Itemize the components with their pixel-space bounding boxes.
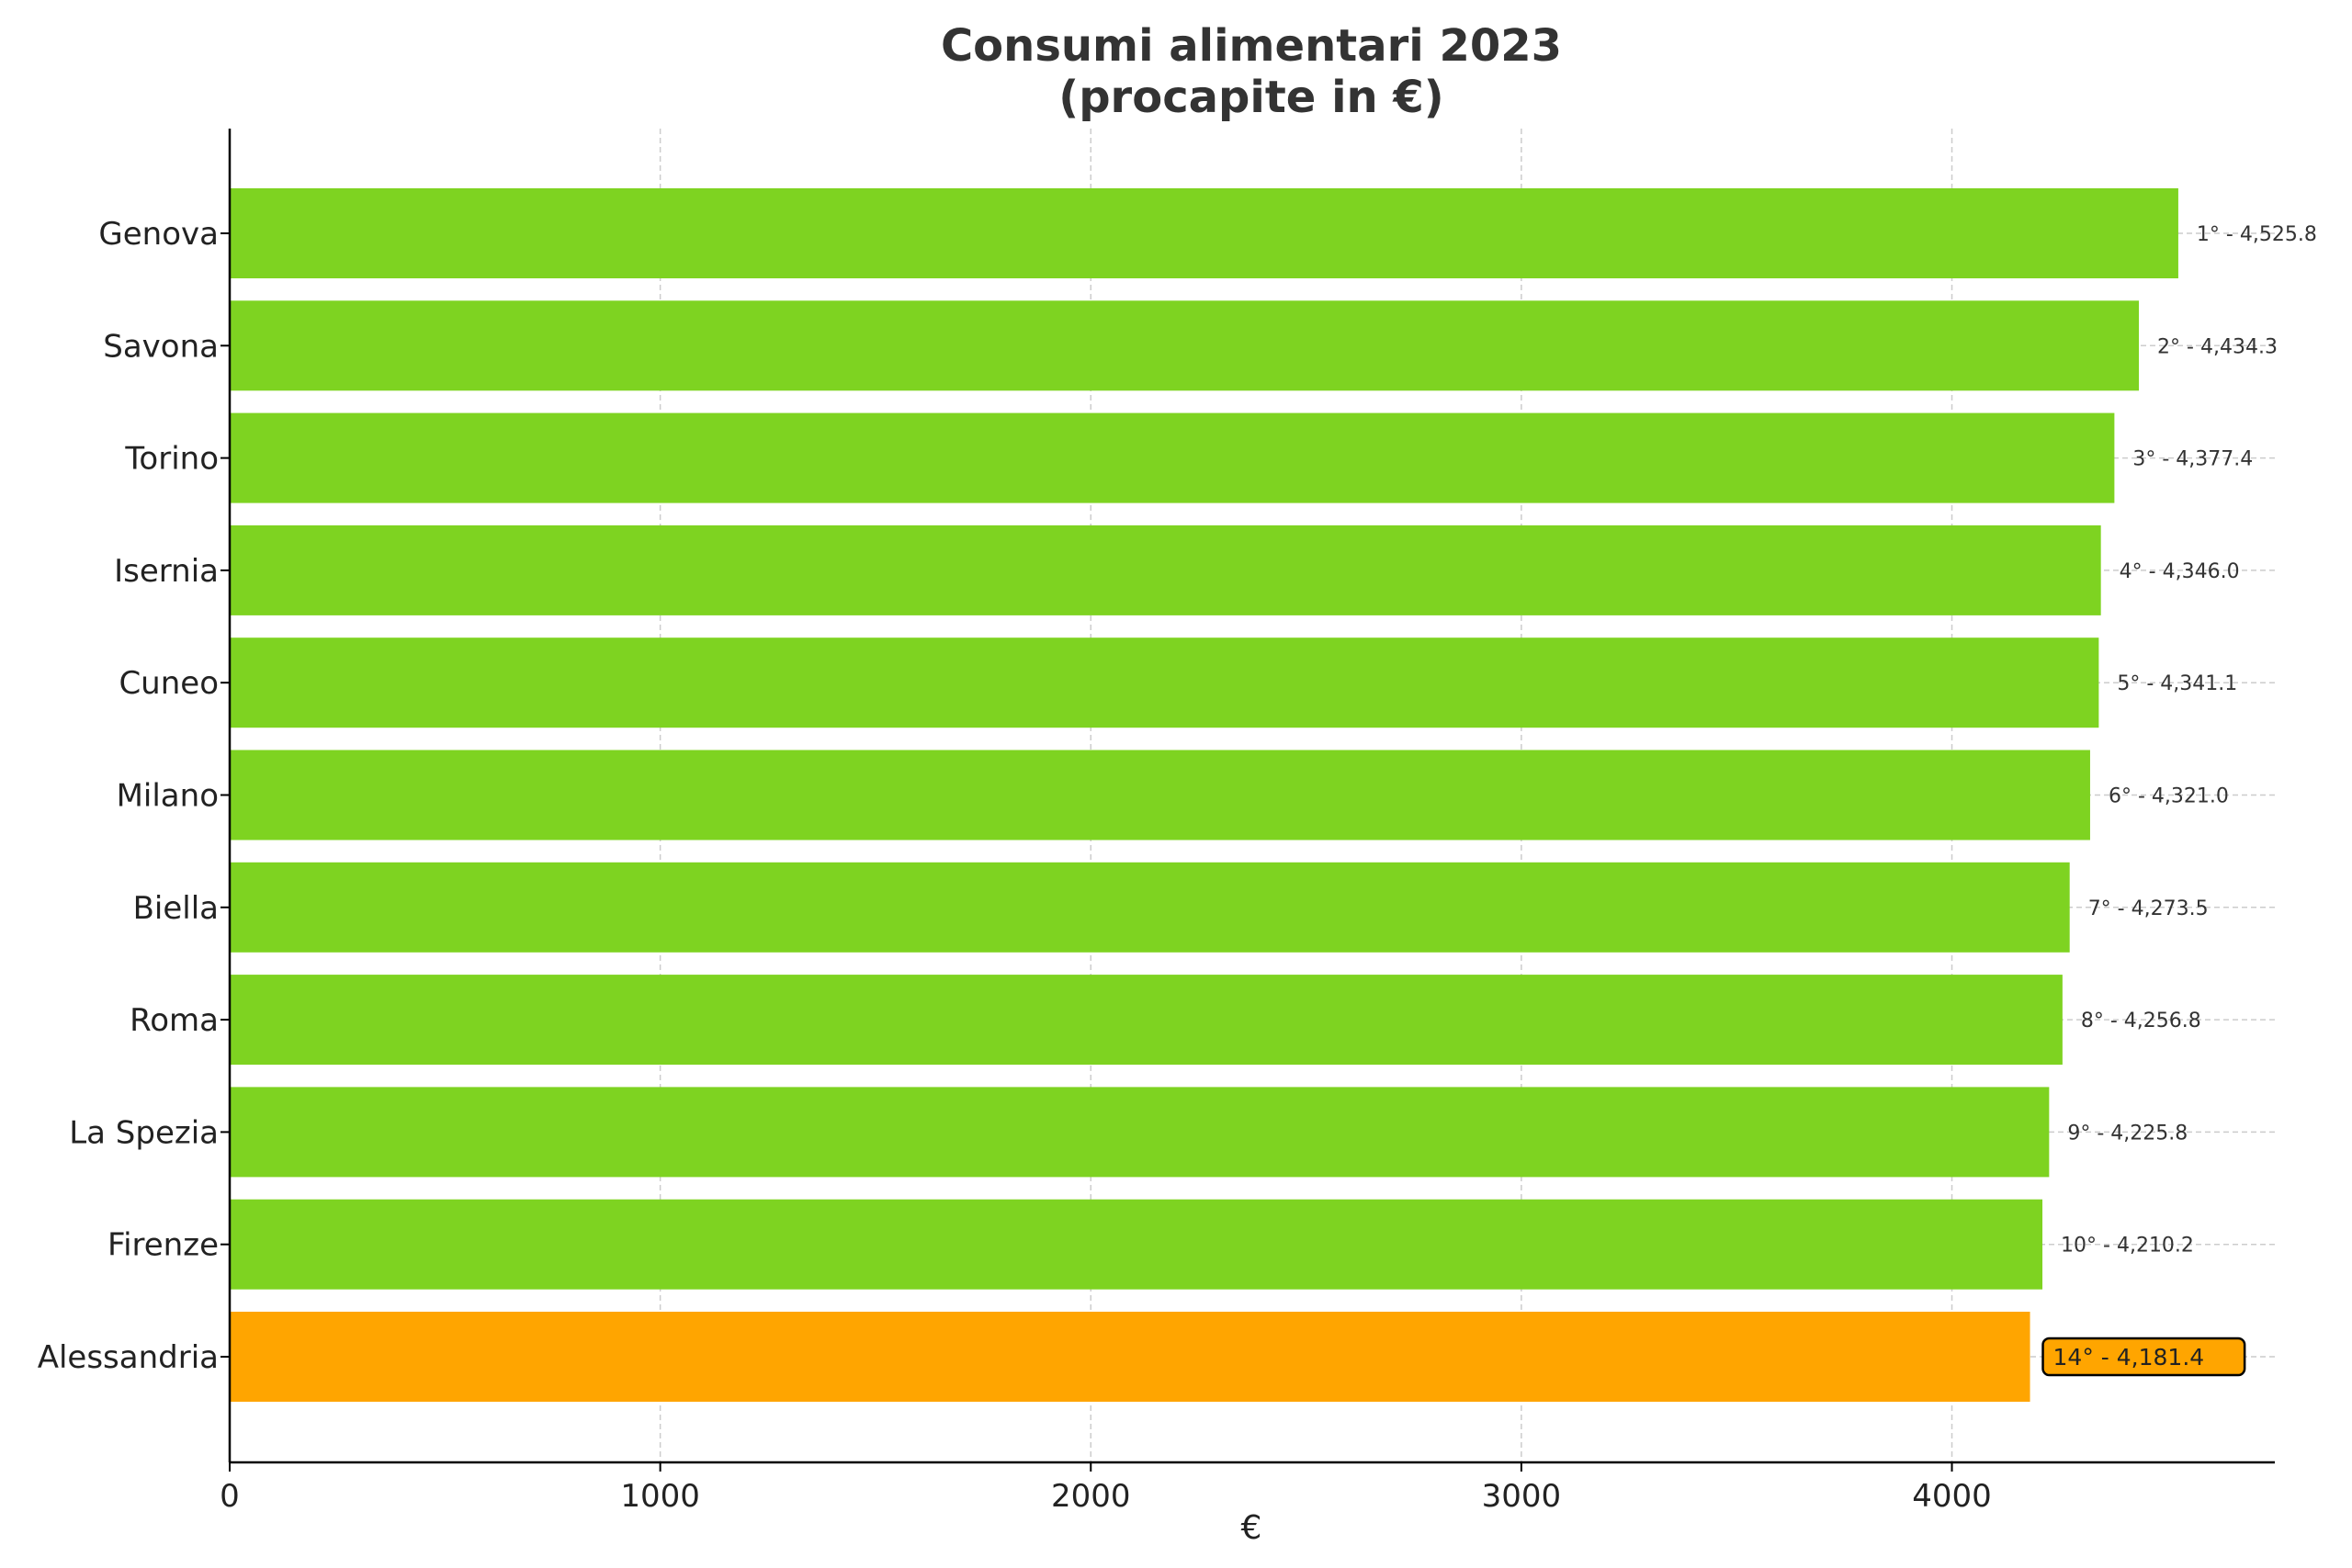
data-label: 1° - 4,525.8 [2197, 223, 2317, 246]
x-tick-label: 4000 [1912, 1478, 1992, 1515]
data-label: 9° - 4,225.8 [2067, 1122, 2188, 1145]
bar [230, 188, 2178, 278]
y-tick-label: Savona [103, 328, 219, 365]
data-label: 5° - 4,341.1 [2117, 672, 2237, 695]
y-tick-label: La Spezia [69, 1114, 219, 1151]
data-label-box [2041, 1337, 2246, 1377]
chart-title: Consumi alimentari 2023 [941, 20, 1562, 72]
x-tick-label: 1000 [620, 1478, 700, 1515]
data-label: 6° - 4,321.0 [2109, 785, 2229, 808]
data-label: 14° - 4,181.4 [2053, 1344, 2205, 1371]
bars: 1° - 4,525.8 2° - 4,434.3 3° - 4,377.4 4° -… [230, 188, 2317, 1402]
x-tick-labels: 0 1000 2000 3000 4000 [220, 1462, 1992, 1515]
data-label: 10° - 4,210.2 [2061, 1235, 2194, 1258]
data-label: 8° - 4,256.8 [2081, 1010, 2201, 1032]
bar [230, 412, 2115, 503]
y-tick-label: Roma [130, 1002, 219, 1039]
bar [230, 525, 2101, 615]
y-tick-label: Isernia [114, 553, 219, 590]
x-tick-label: 3000 [1482, 1478, 1562, 1515]
chart-subtitle: (procapite in €) [1058, 72, 1443, 123]
y-tick-label: Firenze [107, 1227, 219, 1264]
data-label: 3° - 4,377.4 [2132, 448, 2253, 471]
bar [230, 300, 2140, 391]
y-tick-label: Cuneo [119, 665, 219, 702]
x-axis-label: € [1241, 1509, 1262, 1547]
x-tick-label: 0 [220, 1478, 240, 1515]
y-tick-label: Genova [98, 216, 219, 253]
bar [230, 750, 2090, 840]
y-tick-label: Milano [117, 778, 219, 815]
bar [230, 1087, 2050, 1178]
y-tick-labels: Genova Savona Torino Isernia Cuneo Milano Biel… [38, 216, 230, 1376]
bar [230, 1312, 2030, 1402]
x-tick-label: 2000 [1051, 1478, 1131, 1515]
y-tick-label: Alessandria [38, 1339, 219, 1376]
data-label: 2° - 4,434.3 [2157, 335, 2278, 358]
bar [230, 1199, 2043, 1290]
bar [230, 637, 2099, 728]
y-tick-label: Biella [133, 890, 219, 927]
data-label: 7° - 4,273.5 [2088, 897, 2209, 920]
bar [230, 862, 2070, 953]
y-tick-label: Torino [124, 441, 219, 478]
bar [230, 975, 2063, 1066]
data-label: 4° - 4,346.0 [2120, 560, 2240, 583]
